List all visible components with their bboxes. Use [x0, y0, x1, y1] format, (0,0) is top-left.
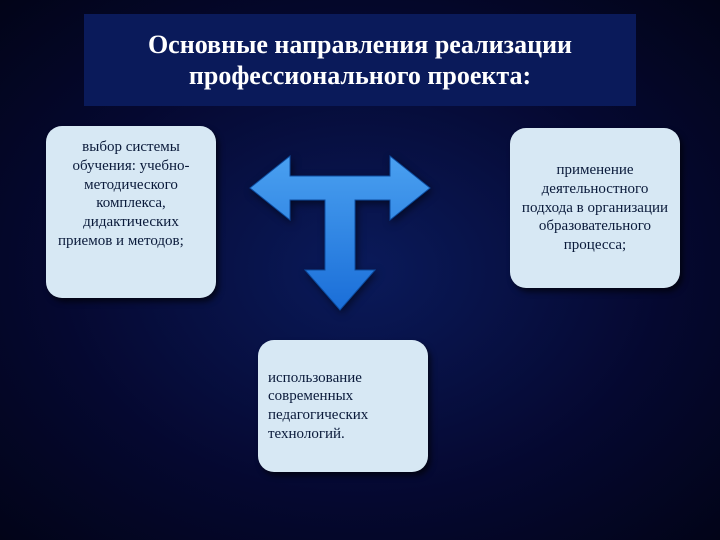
card-right: применение деятельностного подхода в орг… — [510, 128, 680, 288]
card-left-text-tail: приемов и методов; — [56, 232, 206, 251]
card-left: выбор системы обучения: учебно-методичес… — [46, 126, 216, 298]
slide-title-text: Основные направления реализации професси… — [94, 29, 626, 91]
card-right-text: применение деятельностного подхода в орг… — [520, 161, 670, 255]
slide-title: Основные направления реализации професси… — [84, 14, 636, 106]
card-left-text-main: выбор системы обучения: учебно-методичес… — [56, 138, 206, 232]
card-bottom-text: использование современных педагогических… — [268, 369, 418, 444]
card-bottom: использование современных педагогических… — [258, 340, 428, 472]
three-way-arrow-icon — [240, 138, 440, 318]
